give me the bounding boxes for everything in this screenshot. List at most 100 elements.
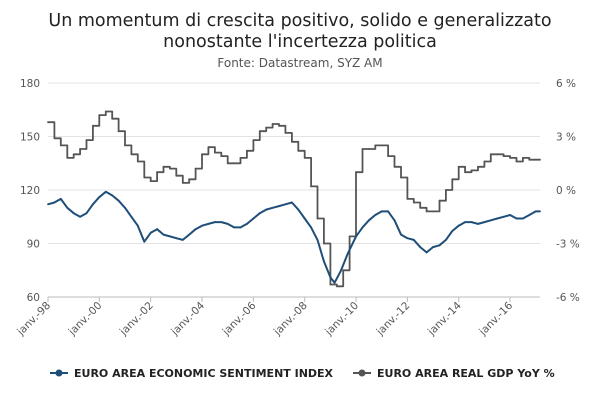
data-point-gdp [252, 139, 255, 142]
data-point-gdp [246, 149, 248, 152]
data-point-sentiment [368, 219, 370, 222]
legend: EURO AREA ECONOMIC SENTIMENT INDEX EURO … [50, 367, 555, 380]
data-point-sentiment [162, 233, 165, 236]
data-point-sentiment [477, 223, 479, 225]
data-point-sentiment [79, 215, 81, 218]
data-point-gdp [265, 126, 268, 129]
data-point-sentiment [252, 217, 255, 220]
data-point-gdp [162, 165, 165, 168]
data-point-sentiment [387, 210, 389, 213]
data-point-gdp [104, 110, 107, 113]
data-point-gdp [522, 157, 524, 159]
data-point-gdp [432, 210, 434, 213]
legend-label-sentiment: EURO AREA ECONOMIC SENTIMENT INDEX [74, 367, 334, 380]
data-point-gdp [72, 153, 75, 156]
y-left-tick-label: 120 [20, 185, 40, 197]
y-left-tick-label: 90 [27, 239, 40, 251]
data-point-gdp [258, 130, 261, 133]
legend-item-gdp[interactable]: EURO AREA REAL GDP YoY % [353, 367, 555, 380]
chart-title-line-2: nonostante l'incertezza politica [163, 32, 437, 52]
x-tick-label: janv.-06 [220, 299, 259, 338]
data-point-sentiment [451, 230, 454, 232]
data-point-sentiment [425, 251, 428, 254]
data-point-gdp [220, 155, 223, 158]
data-point-sentiment [539, 210, 541, 213]
data-point-sentiment [258, 212, 261, 215]
data-point-sentiment [169, 235, 171, 238]
data-point-sentiment [175, 237, 178, 240]
data-point-gdp [124, 144, 126, 147]
legend-item-sentiment[interactable]: EURO AREA ECONOMIC SENTIMENT INDEX [50, 367, 334, 380]
y-right-tick-label: 3 % [556, 132, 576, 144]
data-point-sentiment [265, 208, 268, 211]
data-point-gdp [233, 162, 236, 165]
data-point-sentiment [233, 226, 236, 229]
data-point-gdp [194, 167, 197, 170]
y-right-tick-label: 0 % [556, 185, 576, 197]
data-point-sentiment [194, 228, 197, 231]
data-point-gdp [297, 149, 300, 152]
data-point-gdp [425, 210, 428, 213]
data-point-sentiment [284, 203, 287, 206]
data-point-sentiment [92, 203, 94, 206]
data-point-sentiment [136, 224, 139, 227]
data-point-gdp [477, 165, 479, 168]
data-point-gdp [380, 144, 383, 147]
data-point-gdp [387, 155, 389, 158]
data-point-sentiment [239, 226, 242, 229]
data-point-gdp [457, 165, 460, 168]
y-left-tick-label: 180 [20, 78, 40, 90]
data-point-sentiment [149, 231, 152, 234]
data-point-sentiment [340, 269, 342, 272]
data-point-sentiment [496, 217, 499, 220]
x-tick-label: janv.-16 [476, 299, 515, 338]
data-point-gdp [323, 242, 325, 245]
data-point-gdp [534, 158, 537, 161]
data-point-gdp [130, 153, 133, 156]
data-point-sentiment [201, 224, 203, 227]
data-point-sentiment [323, 260, 325, 263]
data-point-gdp [329, 283, 332, 286]
legend-marker-dot [358, 369, 366, 377]
data-point-sentiment [156, 228, 159, 231]
data-point-sentiment [380, 210, 383, 213]
data-point-gdp [438, 199, 441, 202]
data-point-sentiment [483, 221, 486, 224]
series-line-sentiment [47, 190, 540, 284]
data-point-gdp [284, 132, 287, 134]
data-point-gdp [515, 160, 518, 163]
data-point-sentiment [489, 219, 492, 222]
data-point-sentiment [98, 196, 101, 199]
data-point-sentiment [419, 246, 422, 249]
data-point-gdp [207, 146, 210, 149]
data-point-gdp [156, 171, 159, 174]
y-right-tick-label: 6 % [556, 78, 576, 90]
data-point-sentiment [329, 276, 332, 279]
data-point-gdp [419, 206, 422, 209]
data-point-gdp [445, 189, 447, 191]
data-point-sentiment [534, 210, 537, 213]
data-point-sentiment [522, 217, 524, 220]
data-point-sentiment [432, 246, 434, 249]
data-point-sentiment [47, 203, 49, 206]
data-point-gdp [47, 121, 49, 124]
data-point-sentiment [220, 221, 223, 224]
data-point-gdp [111, 117, 114, 120]
data-point-sentiment [246, 223, 248, 225]
data-point-gdp [496, 153, 499, 156]
data-point-gdp [226, 162, 229, 165]
data-point-gdp [374, 144, 377, 147]
grid-lines [48, 82, 540, 298]
data-point-gdp [303, 157, 306, 159]
data-point-gdp [117, 130, 120, 133]
data-point-sentiment [400, 233, 402, 236]
data-point-sentiment [278, 205, 280, 208]
data-point-sentiment [59, 198, 62, 200]
data-point-gdp [188, 178, 191, 181]
data-point-gdp [361, 148, 364, 150]
data-point-gdp [316, 217, 319, 220]
data-point-gdp [509, 157, 511, 159]
chart-title-line-1: Un momentum di crescita positivo, solido… [48, 11, 551, 31]
data-point-gdp [214, 151, 216, 154]
x-tick-label: janv.-02 [117, 300, 156, 339]
